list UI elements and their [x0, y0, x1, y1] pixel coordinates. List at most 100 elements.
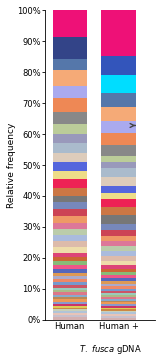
Bar: [101, 299, 136, 301]
Bar: [101, 286, 136, 289]
Bar: [53, 229, 87, 235]
Bar: [53, 257, 87, 261]
Bar: [53, 297, 87, 299]
Bar: [101, 162, 136, 168]
Bar: [53, 304, 87, 306]
Bar: [101, 284, 136, 286]
Bar: [53, 71, 87, 86]
Bar: [101, 261, 136, 265]
Bar: [101, 168, 136, 176]
Bar: [101, 256, 136, 261]
Bar: [53, 216, 87, 223]
Bar: [101, 121, 136, 133]
Bar: [53, 310, 87, 311]
Bar: [101, 193, 136, 199]
Bar: [101, 281, 136, 284]
Bar: [101, 75, 136, 93]
Bar: [101, 230, 136, 235]
Bar: [53, 247, 87, 253]
Bar: [53, 196, 87, 202]
Bar: [101, 93, 136, 107]
Bar: [53, 295, 87, 297]
Text: $\it{T.\ fusca}$ gDNA: $\it{T.\ fusca}$ gDNA: [79, 343, 142, 356]
Bar: [53, 311, 87, 313]
Bar: [53, 209, 87, 216]
Bar: [53, 112, 87, 124]
Bar: [101, 246, 136, 251]
Bar: [101, 0, 136, 56]
Bar: [101, 224, 136, 230]
Bar: [53, 242, 87, 247]
Bar: [101, 272, 136, 275]
Bar: [53, 299, 87, 302]
Bar: [53, 288, 87, 290]
Bar: [53, 98, 87, 112]
Bar: [101, 308, 136, 310]
Bar: [101, 145, 136, 156]
Bar: [101, 156, 136, 162]
Bar: [101, 107, 136, 121]
Bar: [101, 314, 136, 316]
Bar: [101, 56, 136, 75]
Bar: [101, 293, 136, 295]
Bar: [53, 292, 87, 295]
Bar: [101, 251, 136, 256]
Bar: [101, 311, 136, 312]
Bar: [53, 273, 87, 276]
Bar: [53, 143, 87, 153]
Bar: [101, 207, 136, 215]
Bar: [101, 278, 136, 281]
Bar: [53, 282, 87, 285]
Bar: [53, 235, 87, 242]
Bar: [53, 261, 87, 265]
Bar: [101, 301, 136, 302]
Bar: [53, 317, 87, 320]
Bar: [101, 310, 136, 311]
Bar: [53, 253, 87, 257]
Bar: [53, 285, 87, 288]
Bar: [101, 304, 136, 306]
Bar: [101, 306, 136, 308]
Bar: [53, 202, 87, 209]
Bar: [53, 302, 87, 304]
Bar: [101, 289, 136, 291]
Bar: [53, 313, 87, 315]
Bar: [53, 86, 87, 98]
Bar: [101, 133, 136, 145]
Bar: [101, 302, 136, 304]
Bar: [101, 295, 136, 297]
Bar: [101, 241, 136, 246]
Bar: [53, 134, 87, 143]
Bar: [53, 290, 87, 292]
Bar: [53, 279, 87, 282]
Bar: [53, 308, 87, 310]
Bar: [53, 0, 87, 37]
Bar: [53, 59, 87, 71]
Bar: [53, 269, 87, 273]
Bar: [101, 275, 136, 278]
Bar: [101, 235, 136, 241]
Bar: [53, 153, 87, 162]
Bar: [101, 199, 136, 207]
Bar: [101, 265, 136, 269]
Bar: [101, 291, 136, 293]
Bar: [53, 124, 87, 134]
Bar: [101, 186, 136, 193]
Bar: [53, 315, 87, 317]
Bar: [101, 269, 136, 272]
Bar: [101, 176, 136, 186]
Bar: [101, 316, 136, 318]
Bar: [53, 162, 87, 171]
Bar: [53, 179, 87, 188]
Bar: [53, 223, 87, 229]
Bar: [101, 318, 136, 320]
Bar: [101, 312, 136, 314]
Bar: [53, 265, 87, 269]
Bar: [53, 37, 87, 59]
Bar: [101, 297, 136, 299]
Y-axis label: Relative frequency: Relative frequency: [7, 122, 16, 208]
Bar: [53, 306, 87, 308]
Bar: [101, 215, 136, 224]
Bar: [53, 188, 87, 196]
Bar: [53, 171, 87, 179]
